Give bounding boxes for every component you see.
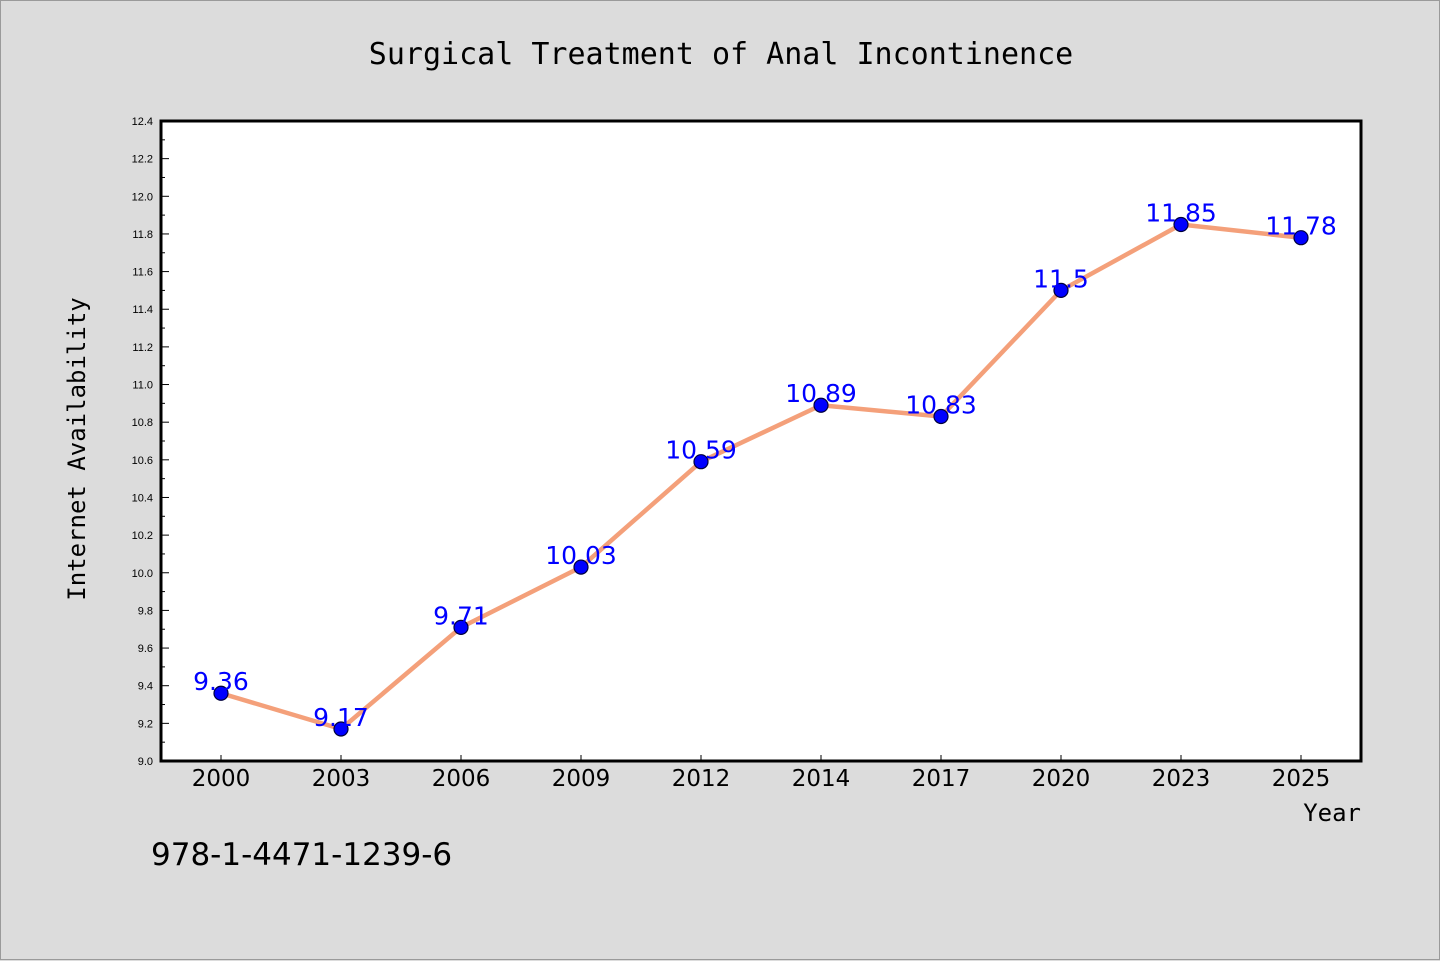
x-tick-label: 2014 — [792, 766, 851, 792]
data-label: 10.83 — [905, 391, 977, 420]
data-label: 10.89 — [785, 379, 857, 408]
series-group: 9.36 9.17 9.71 10.03 10.59 10.89 10.83 11.5 11.8… — [193, 199, 1337, 737]
x-tick-label: 2000 — [192, 766, 251, 792]
y-tick-label: 11.8 — [132, 229, 153, 241]
data-point — [573, 559, 589, 575]
data-label: 10.59 — [665, 436, 737, 465]
data-point — [1053, 282, 1069, 299]
y-axis-ticks: 9.0 9.2 9.4 9.6 9.8 10.0 10.2 10.4 10.6 10.8 11.0 1… — [132, 116, 169, 768]
y-tick-label: 11.6 — [132, 267, 153, 279]
x-tick-label: 2020 — [1032, 766, 1091, 792]
x-tick-label: 2003 — [312, 766, 371, 792]
y-tick-label: 11.2 — [132, 342, 153, 354]
y-tick-label: 12.4 — [132, 116, 153, 128]
y-tick-label: 9.8 — [138, 605, 153, 617]
y-tick-label: 11.0 — [132, 380, 153, 392]
x-tick-label: 2009 — [552, 766, 611, 792]
data-label: 9.71 — [433, 601, 489, 630]
x-tick-label: 2017 — [912, 766, 971, 792]
y-tick-label: 9.6 — [138, 643, 153, 655]
data-label: 9.36 — [193, 667, 249, 696]
data-point — [1173, 216, 1189, 233]
data-point — [693, 454, 709, 470]
data-label: 10.03 — [545, 541, 617, 570]
y-axis-label: Internet Availability — [63, 297, 91, 600]
x-tick-label: 2023 — [1152, 766, 1211, 792]
y-tick-label: 10.8 — [132, 417, 153, 429]
data-point — [333, 721, 349, 737]
data-point — [933, 408, 949, 425]
y-tick-label: 9.0 — [138, 756, 153, 768]
plot-area — [159, 119, 1363, 763]
y-tick-label: 10.0 — [132, 568, 153, 580]
y-tick-label: 12.0 — [132, 191, 153, 203]
x-tick-label: 2006 — [432, 766, 491, 792]
data-label: 9.17 — [313, 703, 369, 732]
y-tick-label: 12.2 — [132, 154, 153, 166]
x-tick-label: 2025 — [1272, 766, 1331, 792]
data-point — [1293, 230, 1309, 246]
y-tick-label: 9.2 — [138, 718, 153, 730]
data-point — [813, 397, 829, 413]
isbn-annotation: 978-1-4471-1239-6 — [151, 837, 452, 873]
x-tick-label: 2012 — [672, 766, 731, 792]
x-axis-ticks: 2000 2003 2006 2009 2012 2014 2017 2020 2023 2025 — [192, 755, 1331, 792]
y-tick-label: 10.2 — [132, 530, 153, 542]
y-tick-label: 9.4 — [138, 681, 153, 693]
series-line — [220, 222, 1302, 732]
data-label: 11.5 — [1033, 264, 1089, 293]
y-tick-label: 10.6 — [132, 455, 153, 467]
data-point — [453, 619, 469, 635]
x-axis-label: Year — [1303, 799, 1361, 827]
data-point — [213, 685, 229, 701]
y-tick-label: 10.4 — [132, 492, 153, 504]
y-tick-label: 11.4 — [132, 304, 153, 316]
data-label: 11.85 — [1145, 199, 1217, 228]
data-label: 11.78 — [1265, 212, 1337, 241]
chart-title: Surgical Treatment of Anal Incontinence — [369, 37, 1073, 72]
